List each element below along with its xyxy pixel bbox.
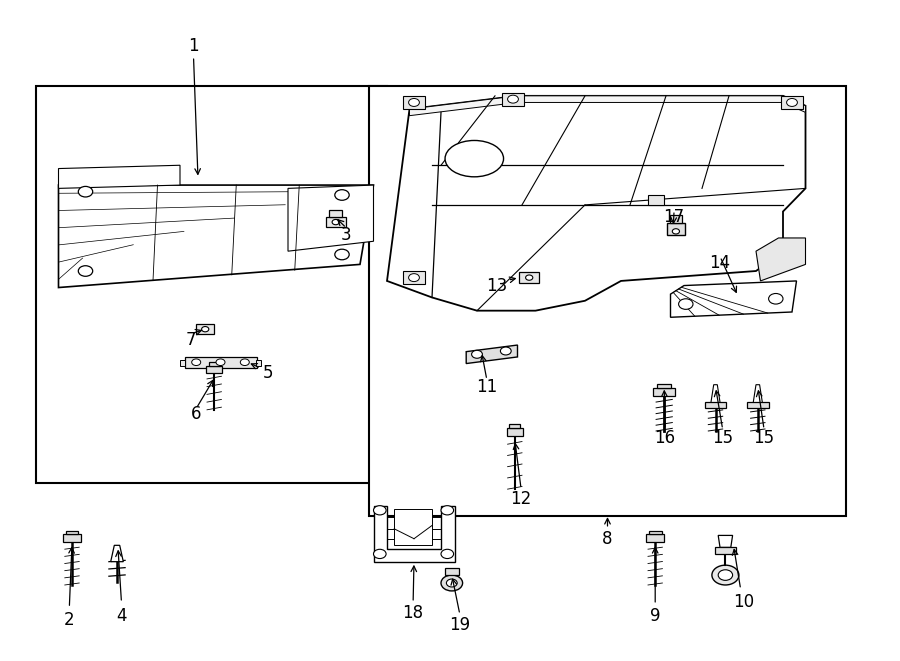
Bar [781,96,803,109]
Circle shape [441,549,454,559]
Bar [180,360,185,366]
Bar [445,568,459,575]
Circle shape [769,293,783,304]
Bar [646,534,664,542]
Circle shape [192,359,201,366]
Circle shape [718,570,733,580]
Circle shape [672,229,680,234]
Circle shape [78,186,93,197]
Bar [705,402,726,408]
Bar [206,366,222,373]
Circle shape [240,359,249,366]
Bar [329,210,342,217]
Bar [509,424,520,428]
Bar [648,195,664,205]
Text: 1: 1 [188,37,199,56]
Circle shape [446,579,457,587]
Text: 12: 12 [510,490,532,508]
Bar [715,547,736,554]
Bar [667,223,685,235]
Circle shape [441,575,463,591]
Polygon shape [58,185,374,288]
Bar [326,217,346,227]
Polygon shape [184,357,256,368]
Bar [63,534,81,542]
Text: 7: 7 [185,331,196,350]
Bar [747,402,769,408]
Text: 18: 18 [402,604,424,623]
Bar [369,86,846,516]
Text: 6: 6 [191,405,202,424]
Circle shape [526,275,533,280]
Circle shape [374,506,386,515]
Circle shape [409,98,419,106]
Text: 9: 9 [650,607,661,625]
Polygon shape [374,506,454,562]
Circle shape [374,549,386,559]
Polygon shape [670,281,796,317]
Polygon shape [111,545,123,562]
Polygon shape [288,185,374,251]
Circle shape [216,359,225,366]
Bar [653,387,675,396]
Circle shape [335,249,349,260]
Bar [256,360,261,366]
Bar [507,428,523,436]
Text: 8: 8 [602,529,613,548]
Bar [670,215,682,223]
Polygon shape [410,96,806,116]
Polygon shape [394,509,432,545]
Bar [519,272,539,283]
Bar [403,271,425,284]
Text: 5: 5 [263,364,274,383]
Circle shape [787,98,797,106]
Bar [502,93,524,106]
Circle shape [679,299,693,309]
Circle shape [472,350,482,358]
Bar [403,96,425,109]
Text: 13: 13 [486,276,508,295]
Bar [209,362,220,366]
Circle shape [712,565,739,585]
Text: 3: 3 [341,225,352,244]
Text: 10: 10 [733,592,754,611]
Text: 4: 4 [116,607,127,625]
Bar [649,531,662,534]
Text: 2: 2 [64,611,75,629]
Text: 17: 17 [663,208,685,226]
Polygon shape [466,345,517,364]
Polygon shape [756,238,806,281]
Circle shape [202,327,209,332]
Text: 11: 11 [476,377,498,396]
Polygon shape [710,385,721,408]
Text: 14: 14 [709,254,731,272]
Polygon shape [58,165,180,188]
Text: 15: 15 [712,428,733,447]
Text: 15: 15 [753,428,775,447]
Circle shape [500,347,511,355]
Ellipse shape [445,140,504,176]
Text: 16: 16 [654,428,676,447]
Bar [66,531,78,534]
Circle shape [409,274,419,282]
Polygon shape [387,96,806,311]
Bar [196,324,214,334]
Bar [657,383,671,387]
Text: 19: 19 [449,615,471,634]
Circle shape [332,219,339,225]
Circle shape [78,266,93,276]
Circle shape [508,95,518,103]
Bar [36,86,387,483]
Circle shape [441,506,454,515]
Polygon shape [752,385,763,408]
Polygon shape [718,535,733,547]
Circle shape [335,190,349,200]
